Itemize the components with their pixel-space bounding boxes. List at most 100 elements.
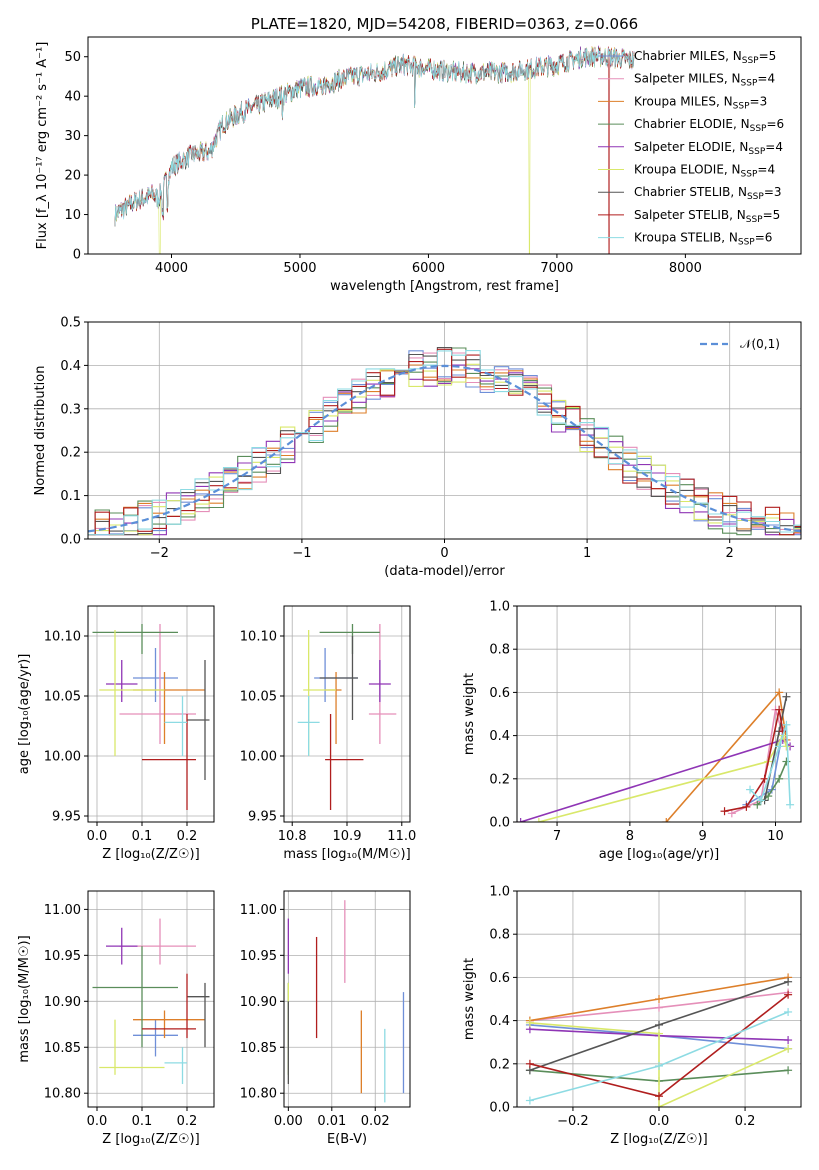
weight-line-salpeter-elodie: [520, 739, 791, 822]
y-tick-label: 10.10: [44, 630, 81, 645]
legend-entry: Salpeter MILES, NSSP=4: [634, 72, 775, 89]
axes-frame: [283, 890, 411, 1108]
x-tick-label: −2: [150, 546, 169, 561]
y-tick-label: 10.95: [240, 949, 277, 964]
plot-area: [92, 918, 210, 1085]
y-tick-label: 40: [64, 90, 81, 105]
y-tick-label: 9.95: [248, 810, 277, 825]
y-tick-label: 0.0: [489, 1101, 510, 1116]
legend-entry: Chabrier STELIB, NSSP=3: [634, 185, 782, 202]
x-axis-label: Z [log₁₀(Z/Z☉)]: [610, 1132, 707, 1147]
y-tick-label: 0.5: [60, 316, 81, 331]
mass-vs-Z-axes: 0.0 0.1 0.2 10.80 10.85 10.90 10.95 11.00 Z [log…: [17, 890, 215, 1147]
x-tick-label: 0.0: [87, 829, 108, 844]
x-axis-label: mass [log₁₀(M/M☉)]: [283, 847, 410, 862]
weight-line-kroupa-elodie: [529, 1022, 789, 1107]
x-tick-label: 0: [440, 546, 448, 561]
legend-entry: Kroupa ELODIE, NSSP=4: [634, 163, 775, 180]
x-tick-label: 2: [726, 546, 734, 561]
y-tick-label: 0.3: [60, 402, 81, 417]
y-tick-label: 0.1: [60, 489, 81, 504]
y-tick-label: 10.85: [240, 1041, 277, 1056]
y-tick-label: 10.00: [240, 750, 277, 765]
legend-entry: 𝒩(0,1): [740, 337, 780, 351]
x-tick-label: 0.1: [132, 1114, 153, 1129]
y-tick-label: 0.4: [60, 359, 81, 374]
x-tick-label: 0.0: [649, 1114, 670, 1129]
legend-entry: Kroupa STELIB, NSSP=6: [634, 231, 772, 248]
y-tick-label: 10.05: [44, 690, 81, 705]
y-tick-label: 0: [73, 248, 81, 263]
axes-frame: [87, 605, 215, 823]
x-tick-label: 6000: [412, 261, 445, 276]
y-tick-label: 0.2: [489, 772, 510, 787]
plot-area: [114, 45, 635, 254]
y-tick-label: 10.05: [240, 690, 277, 705]
x-tick-label: 5000: [283, 261, 316, 276]
y-tick-label: 10.10: [240, 630, 277, 645]
y-axis-label: Flux [f_λ 10⁻¹⁷ erg cm⁻² s⁻¹ A⁻¹]: [35, 42, 50, 250]
y-tick-label: 0.2: [489, 1057, 510, 1072]
y-tick-label: 0.4: [489, 729, 510, 744]
y-tick-label: 0.6: [489, 971, 510, 986]
age-vs-Z-axes: 0.0 0.1 0.2 9.95 10.00 10.05 10.10 Z [log₁₀(Z/Z…: [17, 605, 215, 862]
age-vs-mass-axes: 10.8 10.9 11.0 9.95 10.00 10.05 10.10 mass [log…: [240, 605, 416, 862]
axes-frame: [516, 605, 802, 823]
y-axis-label: mass [log₁₀(M/M☉)]: [17, 935, 32, 1062]
y-tick-label: 9.95: [52, 810, 81, 825]
plot-area: [297, 624, 397, 810]
y-tick-label: 1.0: [489, 885, 510, 900]
x-tick-label: 10.9: [333, 829, 362, 844]
x-tick-label: 11.0: [387, 829, 416, 844]
plot-area: [525, 973, 793, 1107]
y-tick-label: 10.85: [44, 1041, 81, 1056]
x-tick-label: 0.00: [274, 1114, 303, 1129]
weight-vs-Z-axes: −0.2 0.0 0.2 0.0 0.2 0.4 0.6 0.8 1.0 Z [log₁₀(Z/Z…: [462, 885, 802, 1147]
x-tick-label: 1: [583, 546, 591, 561]
x-tick-label: 0.1: [132, 829, 153, 844]
x-tick-label: 7: [553, 829, 561, 844]
spectrum-line-kroupa-stelib: [114, 47, 635, 227]
legend-entry: Chabrier MILES, NSSP=5: [634, 49, 776, 66]
x-tick-label: 0.2: [735, 1114, 756, 1129]
y-tick-label: 11.00: [240, 903, 277, 918]
y-tick-label: 0.0: [489, 816, 510, 831]
x-axis-label: age [log₁₀(age/yr)]: [599, 847, 720, 862]
x-tick-label: 0.01: [317, 1114, 346, 1129]
y-axis-label: Normed distribution: [33, 366, 48, 496]
y-tick-label: 10.00: [44, 750, 81, 765]
y-tick-label: 0.0: [60, 533, 81, 548]
plot-area: [92, 624, 210, 810]
mass-vs-EBV-axes: 0.00 0.01 0.02 10.80 10.85 10.90 10.95 11.00 E(B…: [240, 890, 411, 1147]
y-tick-label: 30: [64, 129, 81, 144]
x-tick-label: −0.2: [557, 1114, 589, 1129]
x-tick-label: 10.8: [278, 829, 307, 844]
legend-entry: Salpeter ELODIE, NSSP=4: [634, 140, 783, 157]
plot-area: [517, 688, 795, 822]
y-tick-label: 0.8: [489, 643, 510, 658]
weight-vs-age-axes: 7 8 9 10 0.0 0.2 0.4 0.6 0.8 1.0 age [log₁₀(age/yr…: [462, 600, 802, 862]
axes-frame: [87, 36, 802, 255]
y-tick-label: 0.2: [60, 446, 81, 461]
y-tick-label: 11.00: [44, 903, 81, 918]
x-tick-label: 8: [626, 829, 634, 844]
y-tick-label: 0.6: [489, 686, 510, 701]
x-tick-label: −1: [292, 546, 311, 561]
chart-title: PLATE=1820, MJD=54208, FIBERID=0363, z=0…: [251, 15, 638, 33]
plot-area: [88, 347, 801, 536]
x-tick-label: 4000: [155, 261, 188, 276]
x-tick-label: 0.2: [177, 829, 198, 844]
normal-curve: [88, 364, 801, 533]
y-tick-label: 10: [64, 208, 81, 223]
y-tick-label: 20: [64, 169, 81, 184]
x-axis-label: Z [log₁₀(Z/Z☉)]: [102, 1132, 199, 1147]
x-tick-label: 9: [699, 829, 707, 844]
y-tick-label: 10.95: [44, 949, 81, 964]
spectrum-legend: Chabrier MILES, NSSP=5 Salpeter MILES, NS…: [598, 49, 784, 248]
x-tick-label: 8000: [669, 261, 702, 276]
plot-area: [287, 900, 405, 1103]
x-tick-label: 10: [767, 829, 784, 844]
x-axis-label: (data-model)/error: [384, 564, 505, 579]
residuals-axes: −2 −1 0 1 2 0.0 0.1 0.2 0.3 0.4 0.5 (data-model)/er…: [33, 316, 802, 579]
